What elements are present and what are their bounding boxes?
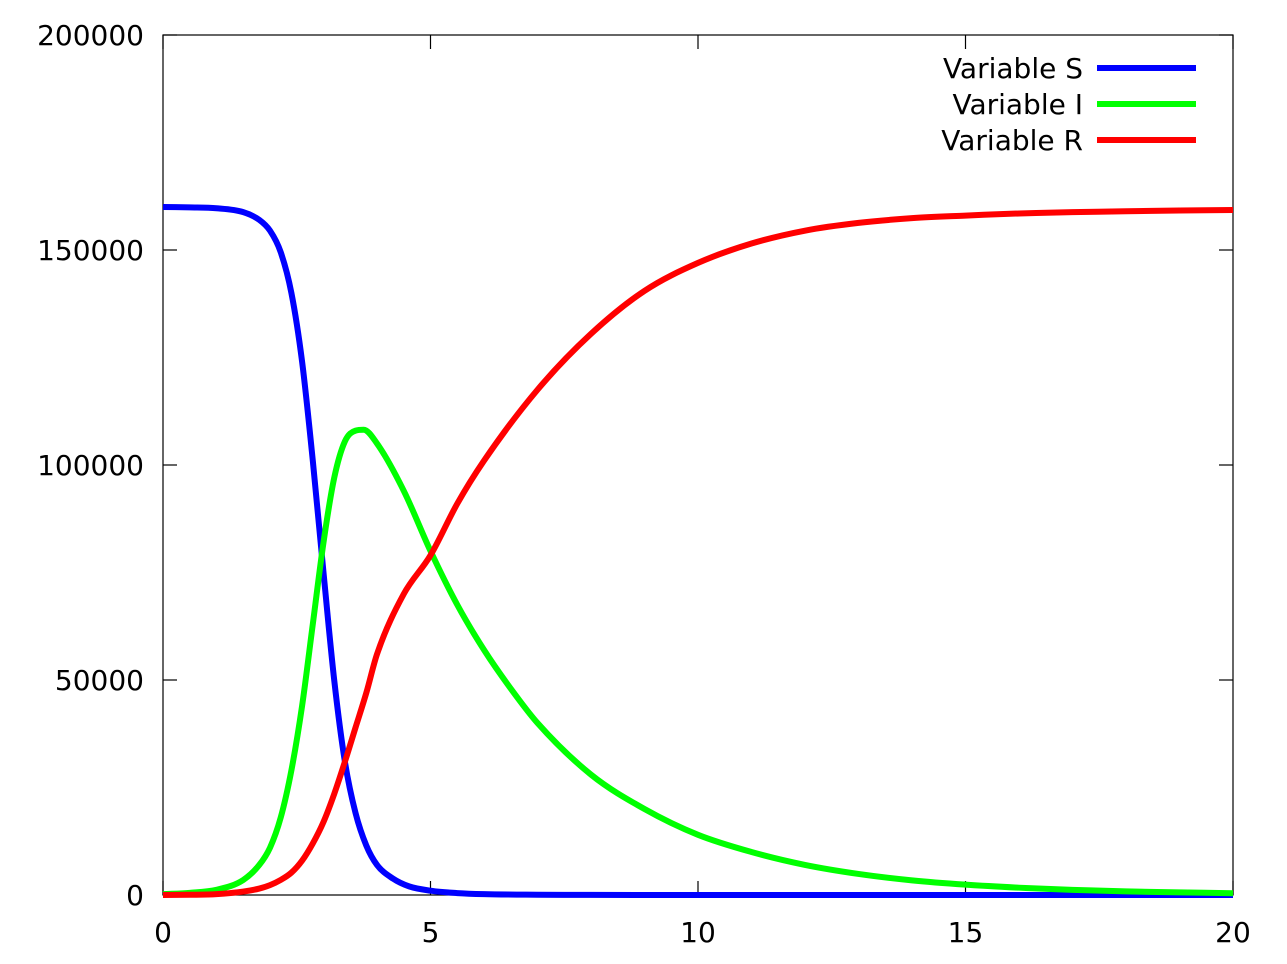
x-tick-labels: 0 5 10 15 20 bbox=[154, 916, 1251, 949]
x-tick-label: 5 bbox=[422, 916, 440, 949]
legend-entry-r: Variable R bbox=[941, 124, 1196, 157]
legend-entry-s: Variable S bbox=[943, 52, 1196, 85]
x-tick-label: 15 bbox=[948, 916, 984, 949]
y-tick-label: 150000 bbox=[37, 234, 144, 267]
legend-label: Variable S bbox=[943, 52, 1083, 85]
legend-label: Variable I bbox=[952, 88, 1083, 121]
y-tick-label: 100000 bbox=[37, 449, 144, 482]
y-tick-label: 0 bbox=[126, 879, 144, 912]
y-tick-labels: 0 50000 100000 150000 200000 bbox=[37, 19, 144, 912]
series-line-i bbox=[162, 426, 1234, 898]
axis-ticks bbox=[162, 34, 1234, 896]
x-tick-label: 0 bbox=[154, 916, 172, 949]
series-lines bbox=[162, 204, 1234, 899]
x-tick-label: 10 bbox=[680, 916, 716, 949]
plot-frame bbox=[162, 34, 1234, 896]
series-line-r bbox=[162, 207, 1234, 898]
series-line-s bbox=[162, 204, 1233, 899]
y-tick-label: 50000 bbox=[55, 664, 144, 697]
legend-label: Variable R bbox=[941, 124, 1083, 157]
y-tick-label: 200000 bbox=[37, 19, 144, 52]
x-tick-label: 20 bbox=[1215, 916, 1251, 949]
legend-entry-i: Variable I bbox=[952, 88, 1196, 121]
